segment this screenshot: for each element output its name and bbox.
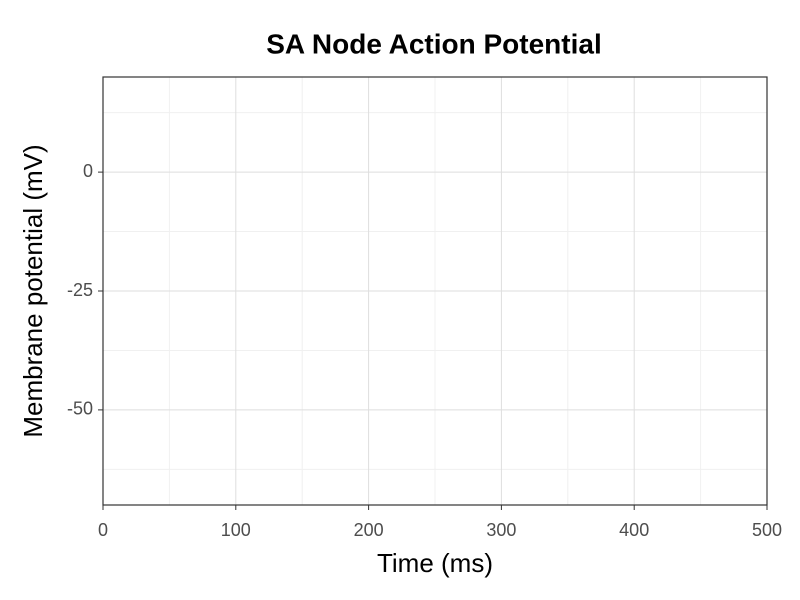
y-axis-label: Membrane potential (mV) xyxy=(18,144,48,437)
y-tick-label: -50 xyxy=(67,399,93,419)
x-tick-label: 300 xyxy=(486,520,516,540)
x-tick-label: 0 xyxy=(98,520,108,540)
x-tick-label: 200 xyxy=(354,520,384,540)
y-tick-label: -25 xyxy=(67,280,93,300)
chart-title: SA Node Action Potential xyxy=(266,28,602,59)
x-tick-label: 100 xyxy=(221,520,251,540)
y-tick-label: 0 xyxy=(83,161,93,181)
x-tick-label: 500 xyxy=(752,520,782,540)
x-axis-label: Time (ms) xyxy=(377,548,493,578)
x-tick-label: 400 xyxy=(619,520,649,540)
panel-border xyxy=(102,76,768,506)
